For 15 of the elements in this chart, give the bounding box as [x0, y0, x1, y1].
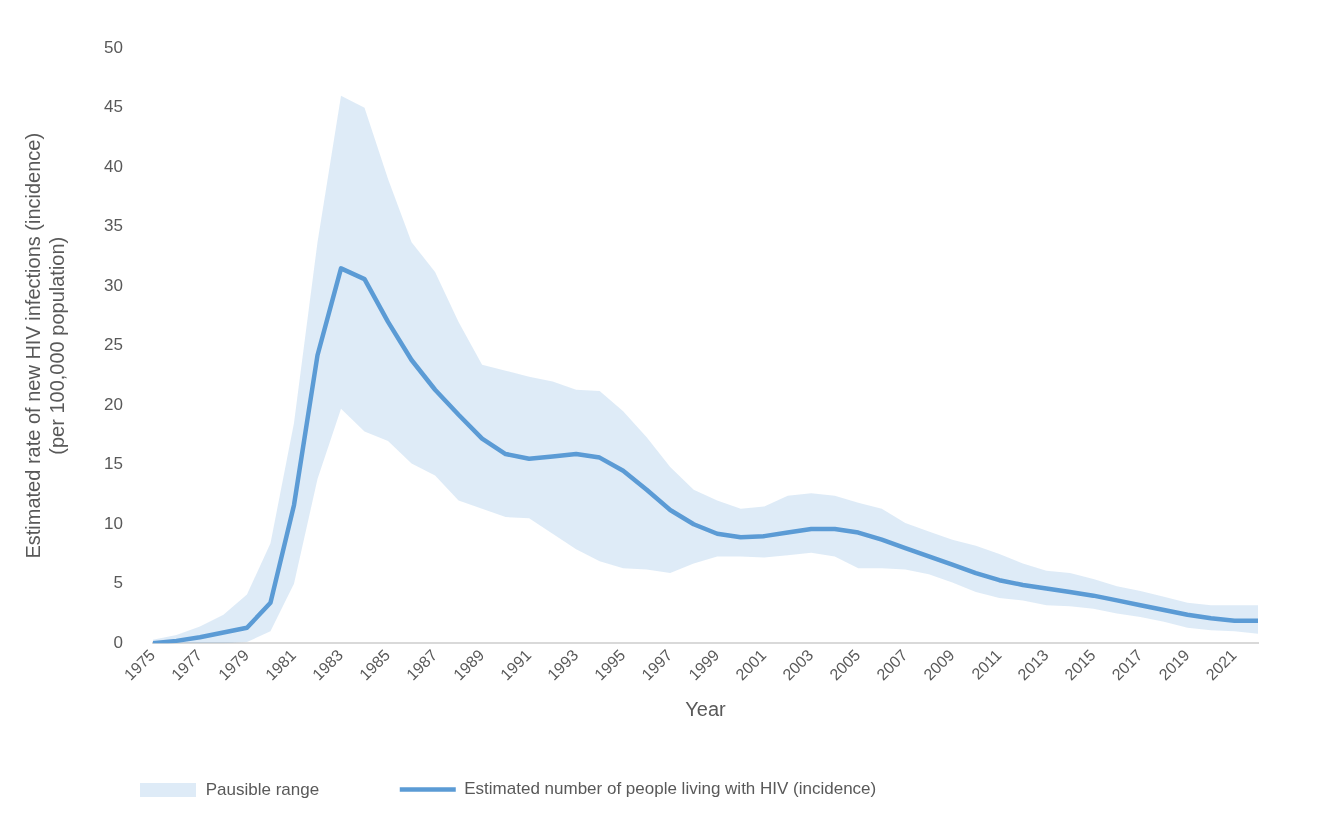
- y-tick-label: 20: [103, 394, 123, 414]
- x-axis-title: Year: [685, 697, 726, 720]
- y-tick-label: 30: [103, 275, 123, 295]
- y-tick-label: 5: [113, 573, 123, 593]
- y-tick-label: 0: [113, 632, 123, 652]
- y-tick-label: 25: [103, 335, 123, 355]
- legend-label: Estimated number of people living with HIV (incidence): [464, 779, 877, 799]
- text: Pausible range: [205, 779, 320, 800]
- y-axis-title: Estimated rate of new HIV infections (incidence) (per 100,000 population): [21, 132, 68, 559]
- y-tick-label: 50: [103, 37, 123, 57]
- y-tick-label: 40: [103, 156, 123, 176]
- y-tick-label: 45: [103, 97, 123, 117]
- y-tick-label: 15: [103, 454, 123, 474]
- y-tick-label: 10: [103, 513, 123, 533]
- y-tick-label: 35: [103, 216, 123, 236]
